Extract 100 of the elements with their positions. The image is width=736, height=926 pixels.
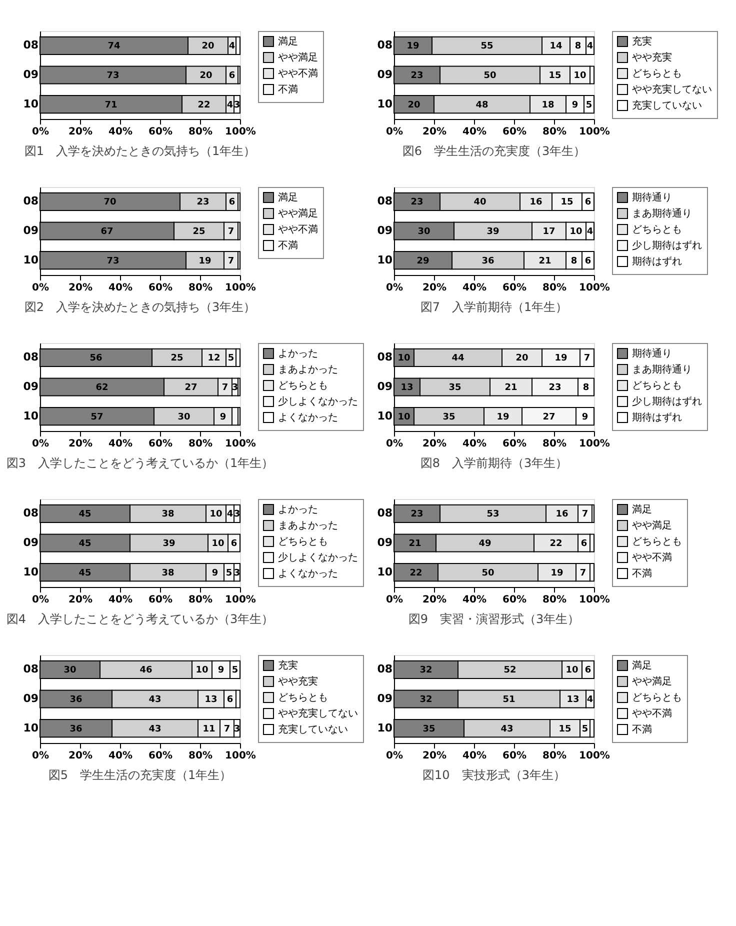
- y-tick-label: 08: [377, 662, 392, 676]
- legend-label: 不満: [632, 724, 652, 736]
- data-label: 7: [222, 383, 228, 393]
- data-label: 9: [220, 412, 226, 422]
- data-label: 3: [234, 510, 240, 520]
- x-tick-label: 80%: [542, 594, 566, 606]
- y-tick-label: 09: [377, 692, 392, 705]
- legend-label: やや充実してない: [278, 708, 358, 720]
- x-tick-label: 0%: [386, 126, 403, 138]
- y-tick-label: 10: [377, 97, 393, 110]
- y-tick-label: 10: [23, 409, 39, 422]
- data-label: 25: [192, 227, 206, 237]
- legend-label: やや充実してない: [632, 84, 712, 96]
- x-tick-label: 100%: [579, 594, 610, 606]
- data-label: 11: [202, 724, 216, 734]
- x-tick-label: 20%: [68, 750, 92, 762]
- x-tick-label: 40%: [462, 594, 486, 606]
- legend-label: やや不満: [278, 68, 318, 80]
- data-label: 20: [516, 354, 528, 364]
- x-tick-label: 20%: [422, 282, 446, 294]
- data-label: 29: [416, 256, 430, 266]
- x-tick-label: 40%: [462, 438, 486, 450]
- data-label: 7: [228, 227, 234, 237]
- data-label: 23: [548, 383, 562, 393]
- data-label: 23: [410, 71, 424, 81]
- legend-label: 期待通り: [632, 192, 672, 204]
- legend-label: 充実していない: [632, 100, 702, 112]
- data-label: 15: [558, 724, 572, 734]
- x-tick-label: 20%: [422, 438, 446, 450]
- data-label: 35: [448, 383, 462, 393]
- legend-label: どちらとも: [278, 380, 328, 392]
- data-label: 9: [212, 568, 218, 578]
- x-tick-label: 40%: [462, 750, 486, 762]
- data-label: 10: [398, 354, 410, 364]
- data-label: 27: [184, 383, 198, 393]
- data-label: 32: [420, 695, 432, 705]
- data-label: 16: [530, 198, 542, 208]
- legend-label: どちらとも: [632, 380, 682, 392]
- data-label: 14: [550, 42, 562, 52]
- data-label: 22: [198, 100, 210, 110]
- data-label: 52: [504, 666, 516, 676]
- data-label: 35: [422, 724, 436, 734]
- data-label: 44: [452, 354, 464, 364]
- y-tick-label: 08: [377, 506, 392, 520]
- data-label: 51: [502, 695, 516, 705]
- data-label: 23: [410, 198, 424, 208]
- x-tick-label: 80%: [542, 126, 566, 138]
- legend-label: 満足: [632, 660, 652, 672]
- data-label: 73: [106, 256, 120, 266]
- legend-label: やや不満: [632, 552, 672, 564]
- data-label: 6: [230, 539, 238, 549]
- legend-label: 満足: [278, 192, 298, 204]
- legend-label: 少しよくなかった: [278, 396, 358, 408]
- legend-label: 満足: [632, 504, 652, 516]
- data-label: 30: [64, 666, 76, 676]
- data-label: 7: [584, 354, 590, 364]
- data-label: 39: [486, 227, 500, 237]
- data-label: 22: [410, 568, 422, 578]
- data-label: 9: [218, 666, 224, 676]
- legend-label: どちらとも: [632, 692, 682, 704]
- data-label: 16: [556, 510, 568, 520]
- legend-label: まあ期待通り: [632, 364, 692, 376]
- data-label: 19: [406, 42, 420, 52]
- x-tick-label: 20%: [422, 126, 446, 138]
- data-label: 6: [580, 539, 588, 549]
- legend-label: やや満足: [278, 52, 318, 64]
- legend-label: 期待はずれ: [632, 412, 682, 424]
- x-tick-label: 0%: [386, 438, 403, 450]
- data-label: 6: [584, 666, 592, 676]
- x-tick-label: 20%: [68, 282, 92, 294]
- legend-label: 充実: [632, 36, 652, 48]
- y-tick-label: 10: [377, 565, 393, 578]
- x-tick-label: 40%: [462, 126, 486, 138]
- y-tick-label: 10: [23, 721, 39, 734]
- data-label: 20: [200, 71, 212, 81]
- data-label: 5: [232, 666, 238, 676]
- data-label: 62: [96, 383, 108, 393]
- data-label: 9: [582, 412, 588, 422]
- legend-label: 期待通り: [632, 348, 672, 360]
- x-tick-label: 40%: [462, 282, 486, 294]
- data-label: 73: [106, 71, 120, 81]
- data-label: 23: [196, 198, 210, 208]
- x-tick-label: 80%: [542, 438, 566, 450]
- data-label: 21: [408, 539, 422, 549]
- legend-label: よかった: [278, 348, 318, 360]
- data-label: 6: [584, 198, 592, 208]
- data-label: 17: [542, 227, 556, 237]
- x-tick-label: 0%: [32, 594, 49, 606]
- x-tick-label: 20%: [68, 126, 92, 138]
- data-label: 4: [586, 227, 594, 237]
- y-tick-label: 08: [23, 506, 38, 520]
- data-label: 9: [572, 100, 578, 110]
- data-label: 45: [78, 510, 92, 520]
- data-label: 74: [108, 42, 120, 52]
- data-label: 55: [480, 42, 494, 52]
- legend-label: よくなかった: [278, 568, 338, 580]
- x-tick-label: 100%: [579, 438, 610, 450]
- data-label: 23: [410, 510, 424, 520]
- data-label: 20: [408, 100, 420, 110]
- x-tick-label: 80%: [188, 594, 212, 606]
